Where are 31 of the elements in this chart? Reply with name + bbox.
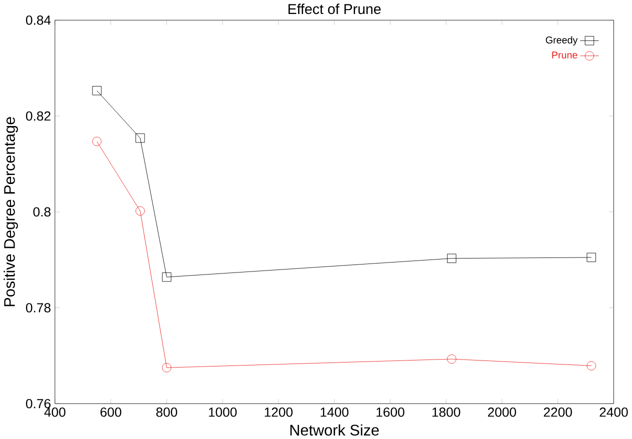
x-tick-label: 1600 (376, 407, 404, 417)
x-tick-label: 1800 (432, 407, 460, 417)
point (586, 361, 596, 370)
legend-label: Greedy (546, 36, 578, 46)
x-tick-label: 2400 (600, 407, 628, 417)
y-tick-label: 0.8 (33, 207, 50, 216)
x-tick-label: 1200 (264, 407, 293, 417)
legend-label: Prune (552, 51, 578, 58)
point (586, 252, 596, 262)
x-tick-label: 400 (44, 407, 66, 417)
y-axis-title: Positive Degree Percentage (4, 116, 18, 306)
point (447, 254, 456, 263)
x-tick-label: 2000 (488, 407, 516, 417)
x-tick-label: 600 (100, 407, 122, 417)
x-axis-title: Network Size (290, 424, 379, 436)
x-tick-label: 2200 (544, 407, 572, 417)
point (136, 133, 145, 143)
point (162, 362, 172, 372)
point (92, 86, 102, 96)
chart-title: Effect of Prune (288, 4, 381, 14)
point (162, 272, 172, 282)
x-tick-label: 800 (156, 407, 178, 417)
x-tick-label: 1000 (208, 407, 237, 417)
y-tick-label: 0.78 (26, 302, 50, 312)
point (92, 136, 102, 146)
y-tick-label: 0.82 (26, 111, 50, 121)
y-tick-label: 0.84 (26, 15, 51, 25)
y-tick-label: 0.76 (26, 398, 50, 408)
point (447, 354, 456, 364)
x-tick-label: 1400 (320, 407, 348, 417)
point (136, 206, 145, 216)
